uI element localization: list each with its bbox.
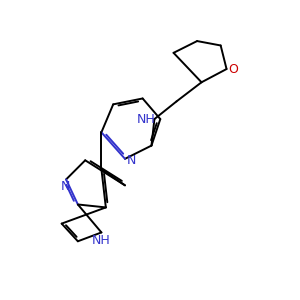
Text: N: N — [61, 180, 70, 193]
Text: O: O — [228, 62, 238, 76]
Text: N: N — [127, 154, 136, 167]
Text: NH: NH — [92, 234, 111, 247]
Text: NH: NH — [137, 112, 155, 126]
